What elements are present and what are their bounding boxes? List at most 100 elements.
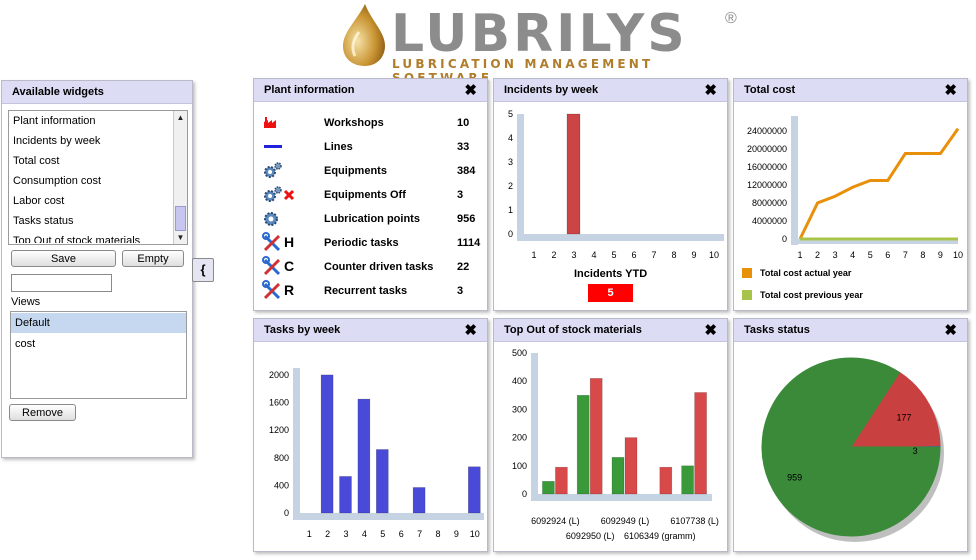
available-widgets-panel: Available widgets Plant information Inci… — [1, 80, 193, 458]
x-tick-label: 4 — [850, 250, 855, 260]
plant-row-equipments-off: Equipments Off 3 — [254, 184, 487, 208]
close-icon[interactable]: ✖ — [944, 322, 957, 339]
task-type-letter: H — [284, 234, 295, 250]
row-label: Periodic tasks — [324, 237, 399, 249]
row-value: 22 — [457, 261, 470, 273]
widget-item-top-out-of-stock[interactable]: Top Out of stock materials — [13, 235, 141, 243]
widget-item-total-cost[interactable]: Total cost — [13, 155, 60, 167]
widgets-scrollbar[interactable]: ▲ ▼ — [173, 111, 187, 244]
incidents-ytd-value: 5 — [588, 284, 633, 302]
x-tick-label: 2 — [325, 529, 330, 539]
save-button[interactable]: Save — [11, 250, 116, 267]
axis-wall — [791, 116, 798, 245]
row-value: 10 — [457, 117, 470, 129]
widget-item-tasks-status[interactable]: Tasks status — [13, 215, 74, 227]
widget-item-incidents-by-week[interactable]: Incidents by week — [13, 135, 101, 147]
scroll-down-icon[interactable]: ▼ — [176, 233, 185, 242]
bar — [566, 113, 581, 235]
x-tick-label: 3 — [343, 529, 348, 539]
tasks-status-panel: Tasks status ✖ 3 177 959 — [733, 318, 968, 552]
close-icon[interactable]: ✖ — [704, 322, 717, 339]
y-tick-label: 0 — [522, 489, 527, 499]
y-tick-label: 4 — [508, 133, 513, 143]
widget-item-consumption-cost[interactable]: Consumption cost — [13, 175, 102, 187]
plant-row-recurrent-tasks: R Recurrent tasks 3 — [254, 280, 487, 304]
y-tick-label: 100 — [512, 461, 527, 471]
gears-off-icon — [264, 186, 295, 202]
bar — [659, 466, 673, 495]
bar — [576, 394, 590, 495]
remove-button[interactable]: Remove — [9, 404, 76, 421]
bar — [624, 437, 638, 495]
panel-header: Tasks by week ✖ — [254, 319, 487, 342]
close-icon[interactable]: ✖ — [464, 322, 477, 339]
legend-swatch-previous — [742, 290, 752, 300]
pie-label: 3 — [913, 446, 918, 456]
task-type-letter: R — [284, 282, 295, 298]
panel-title: Tasks by week — [264, 324, 341, 336]
row-value: 33 — [457, 141, 470, 153]
registered-mark: ® — [725, 10, 737, 27]
plant-row-lines: Lines 33 — [254, 136, 487, 160]
y-tick-label: 0 — [782, 234, 787, 244]
row-label: Equipments Off — [324, 189, 406, 201]
row-label: Counter driven tasks — [324, 261, 434, 273]
x-tick-label: 6092924 (L) — [531, 516, 580, 526]
y-tick-label: 400 — [274, 480, 289, 490]
bar — [542, 481, 555, 495]
empty-button[interactable]: Empty — [122, 250, 184, 267]
x-tick-label: 9 — [454, 529, 459, 539]
scrollbar-thumb[interactable] — [175, 206, 186, 231]
plant-row-workshops: Workshops 10 — [254, 112, 487, 136]
x-tick-label: 5 — [380, 529, 385, 539]
out-of-stock-chart: 0 100 200 300 400 500 6092924 (L) 6092950 (L) 60… — [512, 348, 719, 541]
panel-header: Incidents by week ✖ — [494, 79, 727, 102]
y-tick-label: 800 — [274, 453, 289, 463]
panel-header: Top Out of stock materials ✖ — [494, 319, 727, 342]
view-item-cost[interactable]: cost — [15, 338, 36, 350]
y-tick-label: 20000000 — [747, 144, 787, 154]
x-tick-label: 6092950 (L) — [566, 531, 615, 541]
bar — [339, 476, 352, 514]
y-tick-label: 3 — [508, 157, 513, 167]
close-icon[interactable]: ✖ — [944, 82, 957, 99]
y-tick-label: 500 — [512, 348, 527, 358]
y-tick-label: 400 — [512, 376, 527, 386]
scroll-up-icon[interactable]: ▲ — [176, 113, 185, 122]
widget-item-plant-information[interactable]: Plant information — [13, 115, 96, 127]
panel-header: Available widgets — [2, 81, 192, 104]
y-tick-label: 1 — [508, 205, 513, 215]
x-tick-label: 1 — [307, 529, 312, 539]
gear-icon — [264, 212, 278, 226]
row-value: 956 — [457, 213, 476, 225]
y-tick-label: 24000000 — [747, 126, 787, 136]
toggle-panel-button[interactable]: { — [192, 258, 214, 282]
legend-label-actual: Total cost actual year — [760, 268, 852, 278]
x-tick-label: 10 — [709, 250, 719, 260]
plant-row-periodic-tasks: H Periodic tasks 1114 — [254, 232, 487, 256]
top-out-of-stock-panel: Top Out of stock materials ✖ 0 100 200 300 4… — [493, 318, 728, 552]
incidents-ytd-label: Incidents YTD — [574, 268, 648, 280]
close-icon[interactable]: ✖ — [704, 82, 717, 99]
x-tick-label: 9 — [938, 250, 943, 260]
panel-header: Plant information ✖ — [254, 79, 487, 102]
y-tick-label: 5 — [508, 109, 513, 119]
pie-slice — [761, 357, 941, 537]
incidents-by-week-panel: Incidents by week ✖ 0 1 2 3 4 5 1 2 3 4 5 6 7 8 9 10 In… — [493, 78, 728, 311]
row-label: Equipments — [324, 165, 387, 177]
views-list[interactable]: Default cost — [10, 311, 187, 399]
view-name-input[interactable] — [11, 274, 112, 292]
x-tick-label: 2 — [815, 250, 820, 260]
bar — [468, 466, 481, 514]
panel-title: Incidents by week — [504, 84, 599, 96]
bar — [611, 457, 625, 495]
widget-item-labor-cost[interactable]: Labor cost — [13, 195, 65, 207]
close-icon[interactable]: ✖ — [464, 82, 477, 99]
y-tick-label: 200 — [512, 433, 527, 443]
x-tick-label: 6106349 (gramm) — [624, 531, 696, 541]
x-tick-label: 3 — [571, 250, 576, 260]
view-item-default[interactable]: Default — [11, 313, 186, 333]
y-tick-label: 8000000 — [752, 198, 787, 208]
widgets-list[interactable]: Plant information Incidents by week Tota… — [8, 110, 188, 245]
task-type-letter: C — [284, 258, 295, 274]
